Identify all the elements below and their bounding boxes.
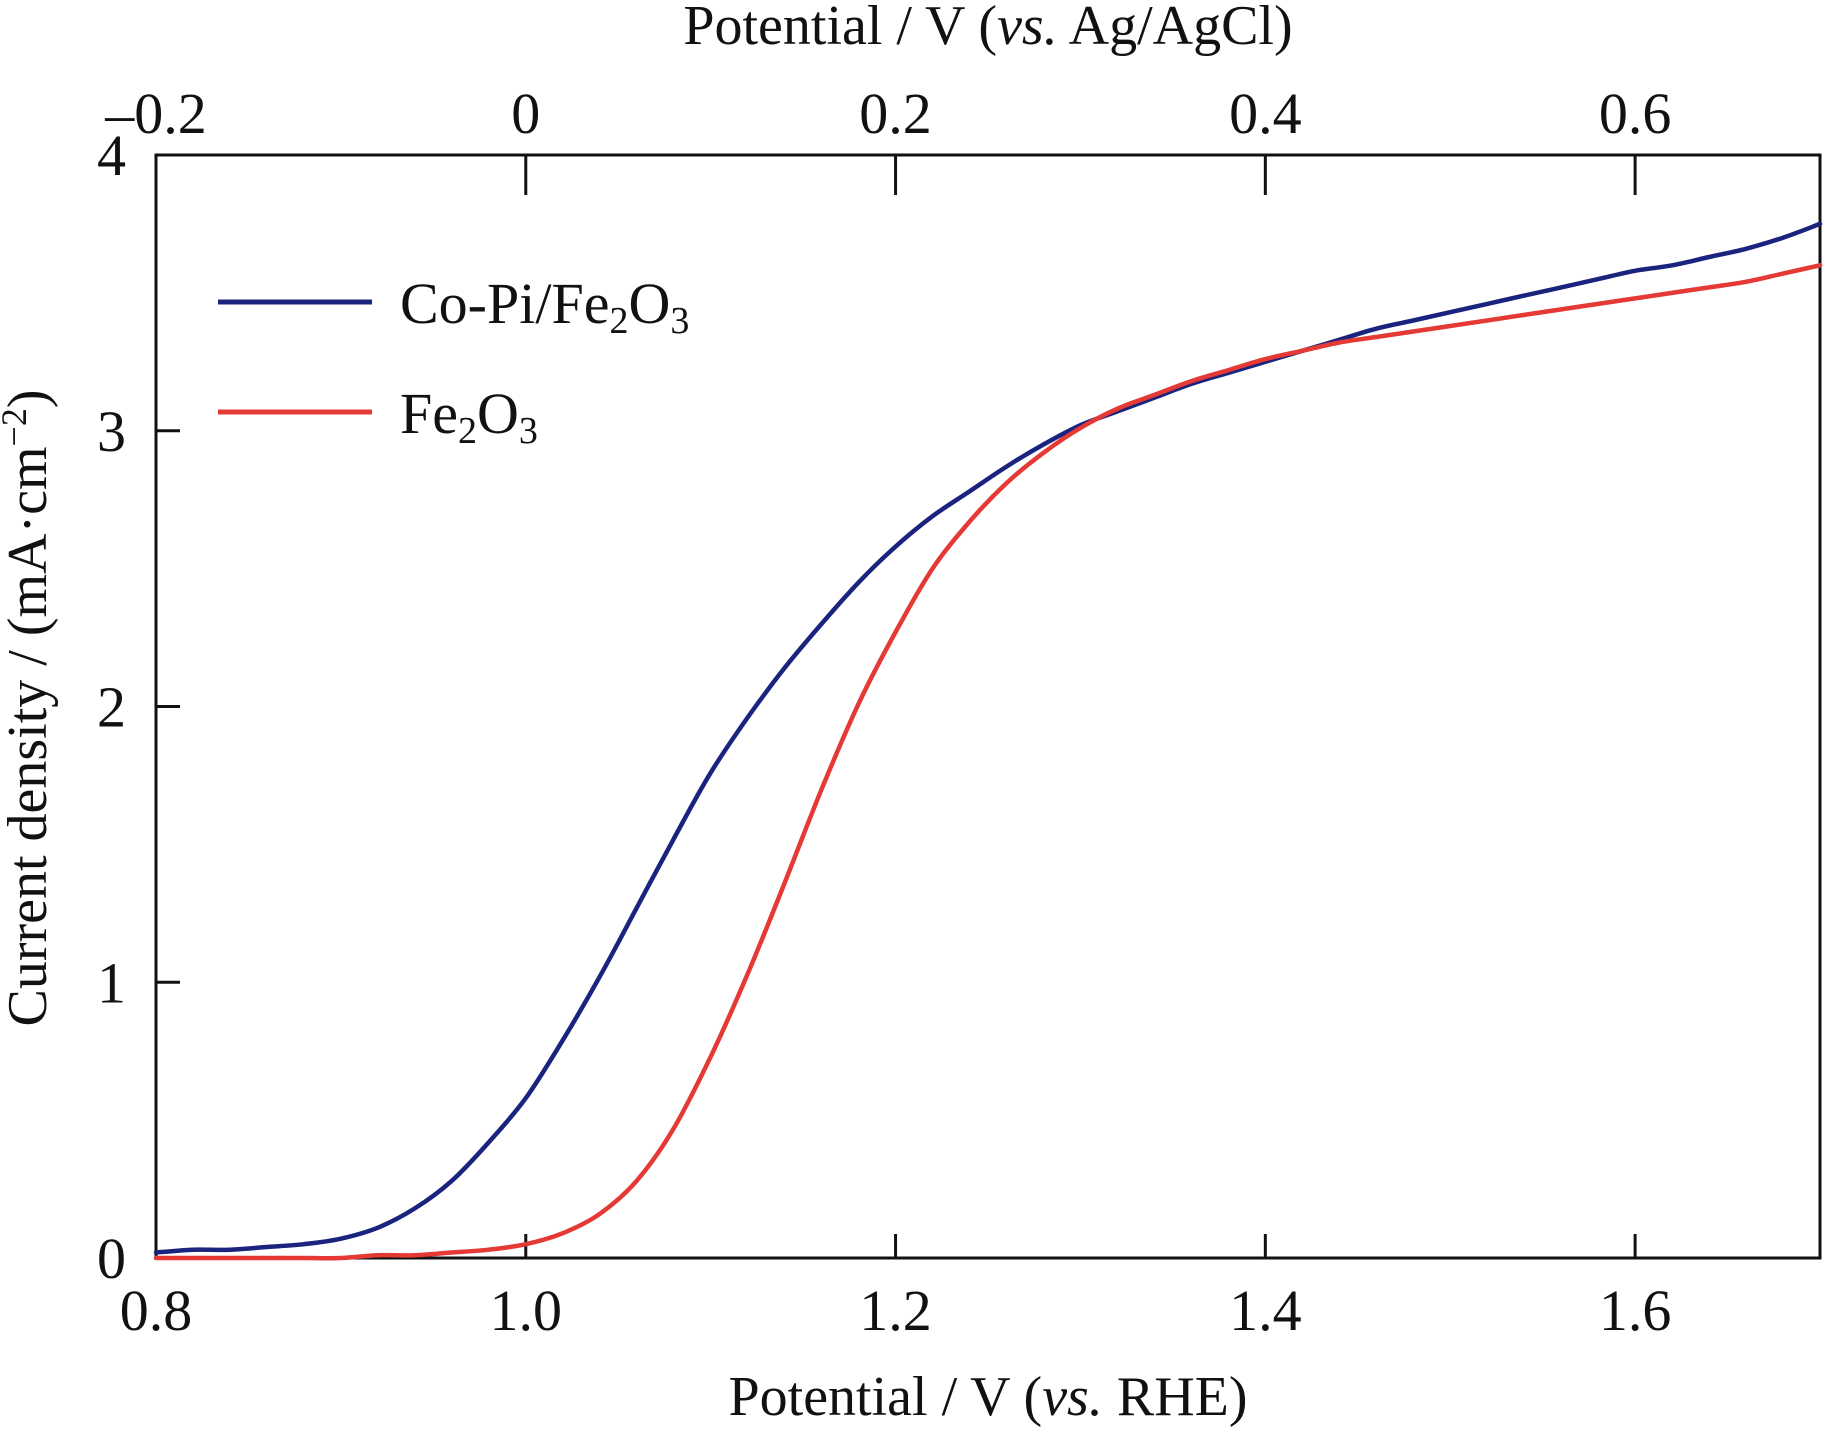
y-tick-label: 1 (97, 950, 126, 1015)
x-tick-label: 1.4 (1229, 1278, 1302, 1343)
x-tick-label: 1.2 (859, 1278, 932, 1343)
x-tick-label: 1.0 (490, 1278, 563, 1343)
legend-label-co-pi: Co-Pi/Fe2O3 (400, 271, 689, 342)
legend-label-fe2o3: Fe2O3 (400, 381, 538, 452)
x2-tick-label: –0.2 (104, 81, 207, 146)
x-tick-label: 0.8 (120, 1278, 193, 1343)
x2-tick-label: 0 (511, 81, 540, 146)
series-line-co-pi-fe2o3 (153, 221, 1823, 1255)
y-tick-label: 3 (97, 399, 126, 464)
y-tick-label: 4 (97, 123, 126, 188)
x-axis-ticks: 0.8 1.0 1.2 1.4 1.6 (120, 1234, 1672, 1343)
series-layer (153, 221, 1823, 1261)
x2-tick-label: 0.6 (1599, 81, 1672, 146)
y-tick-label: 0 (97, 1226, 126, 1291)
x-axis-title: Potential / V (vs. RHE) (728, 1366, 1247, 1428)
x2-tick-label: 0.2 (859, 81, 932, 146)
x-tick-label: 1.6 (1599, 1278, 1672, 1343)
legend: Co-Pi/Fe2O3 Fe2O3 (218, 271, 689, 452)
series-line-fe2o3 (153, 263, 1823, 1261)
x2-axis-ticks: –0.2 0 0.2 0.4 0.6 (104, 81, 1671, 195)
x2-tick-label: 0.4 (1229, 81, 1302, 146)
y-axis-ticks: 0 1 2 3 4 (97, 123, 180, 1291)
x2-axis-title: Potential / V (vs. Ag/AgCl) (683, 0, 1292, 57)
y-axis-title: Current density / (mA·cm−2) (0, 389, 59, 1026)
y-tick-label: 2 (97, 675, 126, 740)
